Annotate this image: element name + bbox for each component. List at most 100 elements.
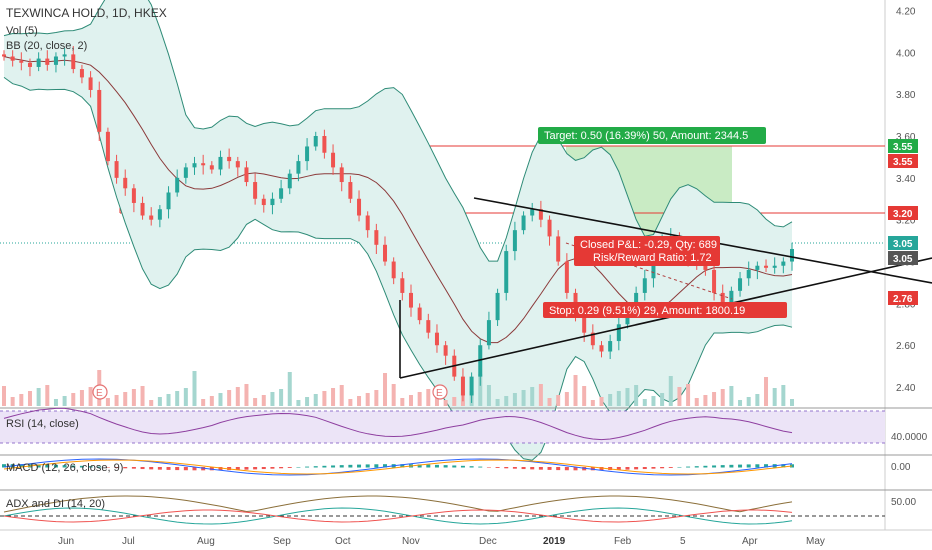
macd-hist-bar-23 (201, 467, 206, 471)
macd-hist-bar-18 (157, 467, 162, 470)
volume-bar-59 (512, 393, 517, 406)
time-tick-4: Oct (335, 536, 351, 547)
candle-body-70 (608, 341, 613, 352)
volume-bar-79 (686, 384, 691, 406)
candle-body-46 (400, 278, 405, 293)
macd-hist-bar-46 (400, 464, 405, 468)
time-tick-1: Jul (122, 536, 135, 547)
pl-label-box (574, 236, 720, 266)
volume-bar-74 (642, 399, 647, 406)
volume-bar-83 (720, 389, 725, 406)
volume-bar-10 (88, 387, 93, 406)
earnings-marker-1[interactable]: E (92, 384, 108, 400)
earnings-marker-2[interactable]: E (432, 384, 448, 400)
svg-text:3.05: 3.05 (893, 239, 913, 250)
candle-body-19 (166, 192, 171, 210)
macd-hist-bar-13 (114, 467, 119, 468)
volume-bar-56 (486, 385, 491, 406)
rsi-label[interactable]: RSI (14, close) (6, 418, 79, 430)
trade-path (565, 242, 733, 300)
candle-body-38 (331, 152, 336, 168)
macd-hist-bar-84 (729, 464, 734, 468)
time-tick-7: 2019 (543, 536, 566, 547)
target-label: Target: 0.50 (16.39%) 50, Amount: 2344.5 (544, 130, 748, 142)
macd-hist-bar-8 (71, 465, 76, 468)
macd-hist-bar-22 (192, 467, 197, 471)
volume-bar-71 (616, 391, 621, 406)
candle-body-9 (79, 69, 84, 78)
time-axis: Jun Jul Aug Sep Oct Nov Dec 2019 Feb 5 Apr May (58, 536, 825, 547)
macd-hist-bar-87 (755, 464, 760, 468)
candle-body-69 (599, 345, 604, 352)
candle-body-21 (183, 167, 188, 178)
adx-label[interactable]: ADX and DI (14, 20) (6, 498, 105, 510)
rsi-band (0, 411, 885, 443)
macd-hist-bar-21 (183, 467, 188, 471)
candle-body-5 (45, 58, 50, 65)
candle-body-88 (764, 265, 769, 268)
volume-bar-20 (175, 391, 180, 406)
candle-body-73 (634, 292, 639, 308)
volume-bar-80 (694, 398, 699, 406)
candle-body-6 (53, 56, 58, 65)
candle-body-64 (556, 236, 561, 262)
candle-body-90 (781, 261, 786, 266)
candle-body-35 (305, 146, 310, 162)
volume-bar-86 (746, 397, 751, 406)
macd-hist-bar-6 (53, 464, 58, 468)
macd-label[interactable]: MACD (12, 26, close, 9) (6, 462, 123, 474)
candle-body-57 (495, 292, 500, 321)
di-minus-line (3, 509, 793, 523)
candle-body-15 (131, 188, 136, 203)
volume-bar-37 (322, 391, 327, 406)
candle-body-16 (140, 202, 145, 216)
indicator-bb[interactable]: BB (20, close, 2) (6, 40, 87, 52)
volume-bar-57 (495, 399, 500, 406)
volume-bar-67 (582, 386, 587, 406)
candle-body-55 (478, 345, 483, 377)
volume-bar-31 (270, 392, 275, 406)
volume-bar-62 (538, 384, 543, 406)
macd-hist-bar-28 (244, 467, 249, 470)
price-tick-4: 3.40 (896, 174, 916, 185)
indicator-vol[interactable]: Vol (5) (6, 25, 38, 37)
price-tick-2: 3.80 (896, 90, 916, 101)
macd-hist-bar-44 (383, 464, 388, 468)
volume-bar-85 (738, 400, 743, 406)
volume-bar-84 (729, 386, 734, 406)
macd-hist-bar-60 (521, 467, 526, 470)
price-tick-3: 3.60 (896, 132, 916, 143)
volume-bar-82 (712, 392, 717, 406)
rsi-tick: 40.0000 (891, 432, 928, 443)
volume-bar-7 (62, 396, 67, 406)
candle-body-30 (261, 198, 266, 206)
macd-hist-bar-29 (253, 467, 258, 470)
volume-bar-12 (105, 398, 110, 406)
svg-text:E: E (96, 388, 103, 399)
macd-hist-bar-31 (270, 467, 275, 469)
candle-body-59 (512, 230, 517, 252)
macd-hist-bar-64 (556, 467, 561, 471)
macd-hist-bar-80 (694, 466, 699, 468)
candle-body-10 (88, 77, 93, 90)
volume-bar-27 (235, 387, 240, 406)
macd-hist-bar-82 (712, 465, 717, 468)
macd-hist-bar-0 (2, 464, 6, 468)
volume-bar-42 (365, 393, 370, 406)
macd-histogram (2, 464, 794, 471)
target-label-box (538, 127, 766, 144)
volume-bar-69 (599, 397, 604, 406)
price-tick-5: 3.20 (896, 216, 916, 227)
macd-hist-bar-32 (279, 467, 284, 469)
candle-body-3 (27, 62, 32, 67)
macd-hist-bar-9 (79, 465, 84, 468)
volume-bar-35 (305, 397, 310, 406)
macd-hist-bar-48 (417, 464, 422, 468)
time-tick-2: Aug (197, 536, 215, 547)
macd-hist-bar-51 (443, 465, 448, 468)
candle-body-61 (530, 209, 535, 216)
macd-hist-bar-58 (504, 467, 509, 469)
macd-signal (3, 459, 793, 475)
candle-body-34 (296, 161, 301, 174)
